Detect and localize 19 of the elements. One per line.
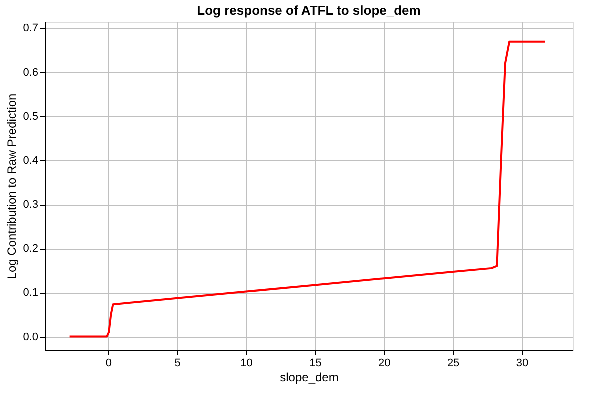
x-tick-label: 15 bbox=[310, 358, 322, 370]
y-tick-label: 0.0 bbox=[23, 331, 38, 344]
x-tick-label: 20 bbox=[378, 358, 391, 370]
x-tick-label: 25 bbox=[447, 358, 460, 370]
x-tick-label: 0 bbox=[106, 358, 112, 370]
x-tick-label: 5 bbox=[174, 358, 181, 370]
y-tick-label: 0.2 bbox=[23, 243, 38, 256]
y-tick-label: 0.3 bbox=[23, 199, 38, 212]
x-tick-label: 30 bbox=[516, 358, 529, 370]
y-tick-label: 0.4 bbox=[23, 154, 38, 167]
y-tick-label: 0.6 bbox=[23, 66, 38, 79]
y-tick-label: 0.7 bbox=[23, 22, 38, 35]
y-tick-label: 0.1 bbox=[23, 287, 38, 300]
line-series bbox=[68, 40, 546, 338]
x-tick-label: 10 bbox=[240, 358, 253, 370]
chart-title: Log response of ATFL to slope_dem bbox=[197, 3, 421, 18]
y-axis-title: Log Contribution to Raw Prediction bbox=[5, 94, 20, 280]
x-axis-title: slope_dem bbox=[280, 370, 339, 384]
y-tick-label: 0.5 bbox=[23, 110, 38, 123]
